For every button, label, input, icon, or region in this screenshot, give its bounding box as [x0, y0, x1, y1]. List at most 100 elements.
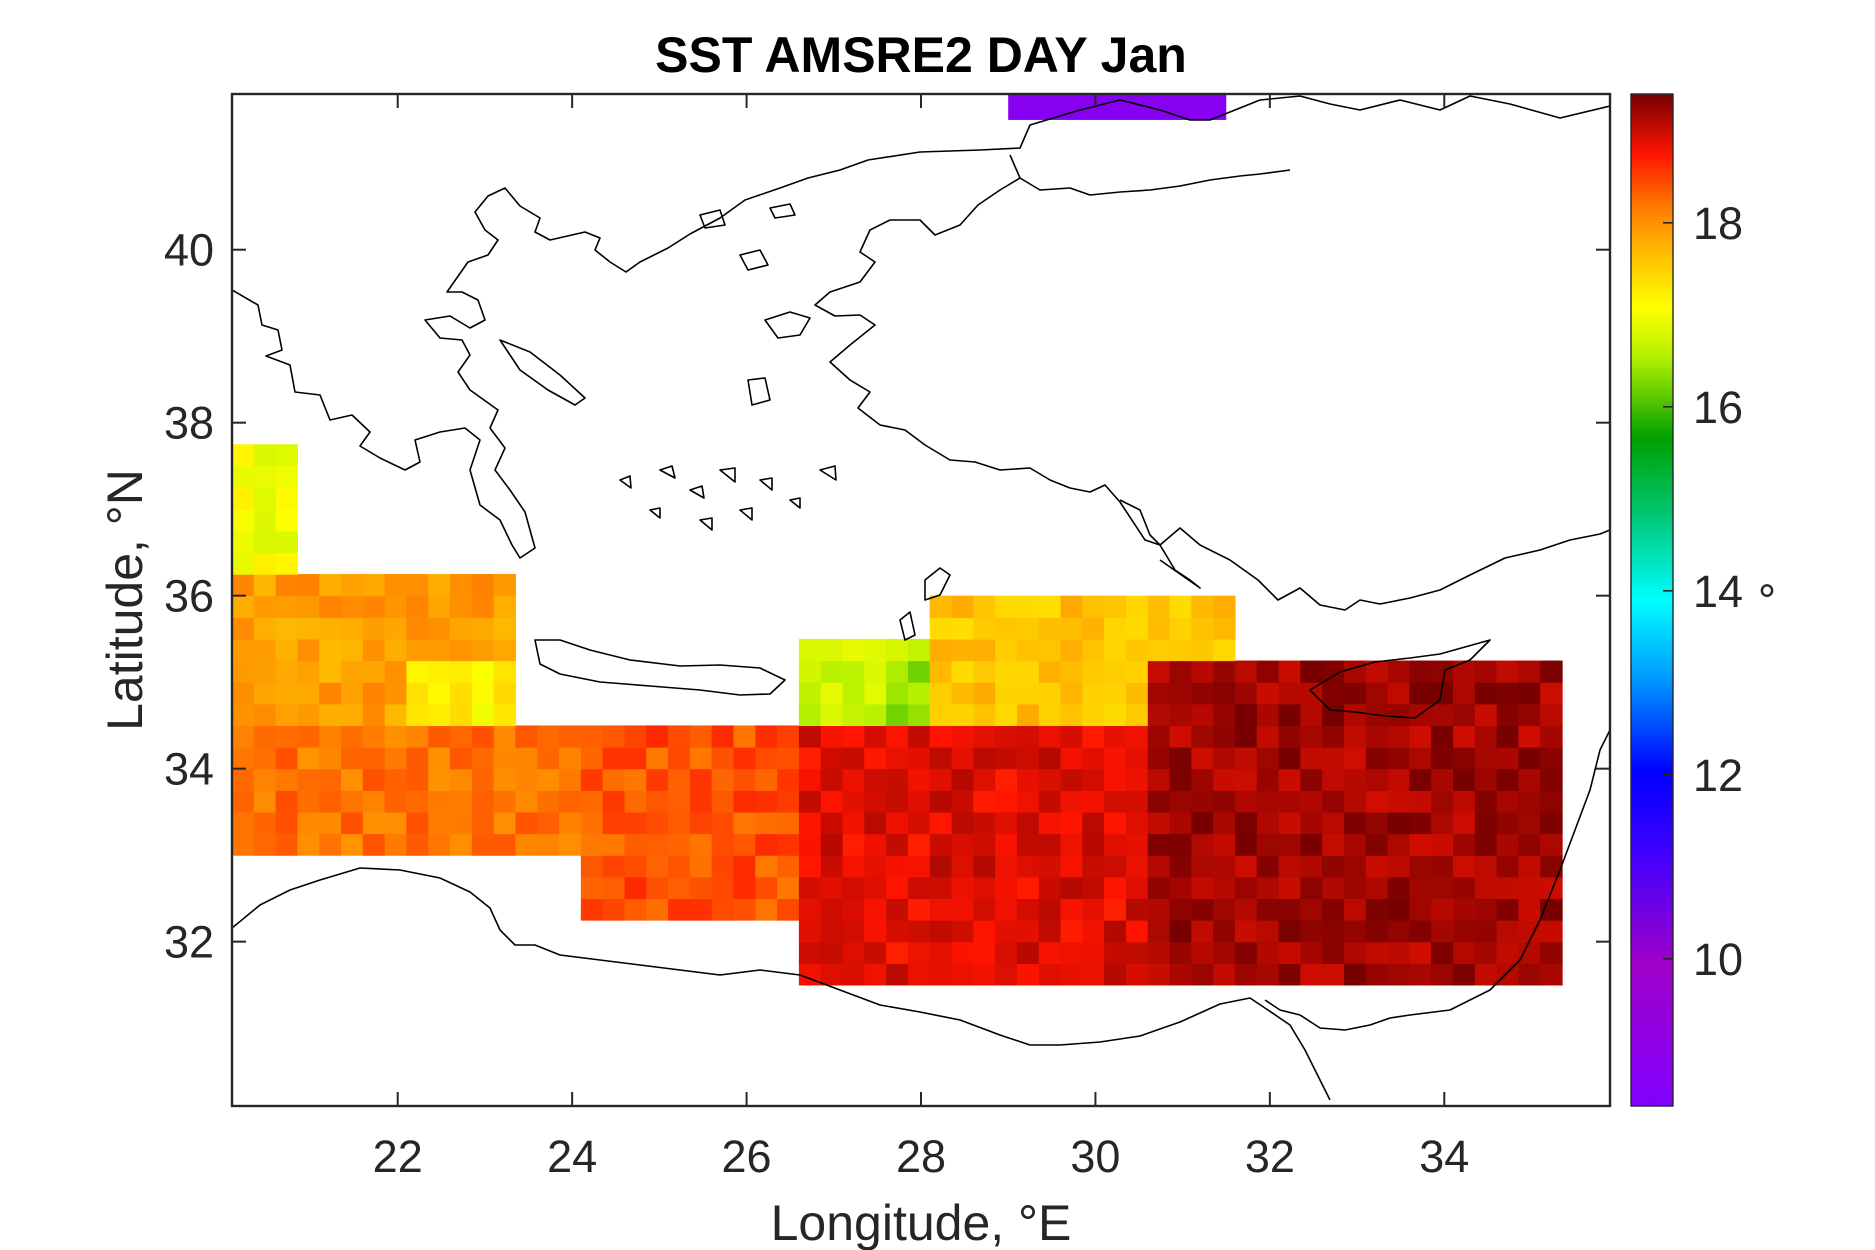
sst-cell [341, 790, 364, 813]
sst-cell [929, 768, 953, 791]
sst-cell [1082, 876, 1105, 900]
sst-cell [362, 682, 386, 705]
sst-cell [1038, 898, 1062, 921]
sst-cell [1234, 811, 1258, 835]
sst-cell [1474, 682, 1498, 705]
sst-cell [1278, 941, 1301, 964]
sst-cell [1125, 920, 1149, 943]
sst-cell [711, 855, 735, 878]
sst-cell [1082, 941, 1105, 964]
sst-cell [842, 811, 865, 835]
sst-cell [275, 660, 299, 683]
sst-cell [493, 574, 517, 597]
sst-cell [1322, 790, 1345, 813]
sst-cell [668, 833, 691, 856]
sst-cell [820, 682, 844, 705]
sst-cell [1453, 898, 1476, 921]
sst-cell [1169, 595, 1192, 618]
sst-cell [798, 833, 822, 856]
sst-cell [1322, 725, 1345, 748]
sst-cell [1540, 790, 1563, 813]
sst-cell [297, 574, 320, 597]
sst-cell [1169, 833, 1192, 856]
sst-cell [1038, 833, 1062, 856]
sst-cell [1104, 790, 1127, 813]
axis-ticks: 22 24 26 28 30 32 34 32 34 36 38 40 [164, 94, 1610, 1182]
sst-cell [1496, 725, 1520, 748]
sst-cell [842, 682, 865, 705]
sst-cell [1125, 595, 1149, 618]
sst-cell [798, 660, 822, 683]
sst-cell [711, 747, 735, 770]
sst-cell [1453, 876, 1476, 900]
sst-cell [1365, 855, 1389, 878]
sst-cell [1082, 898, 1105, 921]
sst-cell [1278, 790, 1301, 813]
sst-cell [1060, 898, 1083, 921]
sst-cell [1518, 833, 1541, 856]
sst-cell [297, 725, 320, 748]
sst-cell [1104, 703, 1127, 727]
sst-cell [929, 811, 953, 835]
sst-cell [995, 660, 1018, 683]
sst-cell [1213, 638, 1236, 662]
sst-cell [471, 682, 495, 705]
sst-cell [471, 768, 495, 791]
sst-cell [1343, 811, 1367, 835]
sst-cell [886, 898, 909, 921]
sst-cell [1060, 703, 1083, 727]
colorbar-unit-label: ° [1758, 575, 1776, 626]
sst-cell [1147, 768, 1171, 791]
sst-cell [1496, 703, 1520, 727]
sst-cell [1453, 790, 1476, 813]
sst-cell [1343, 855, 1367, 878]
sst-cell [1169, 855, 1192, 878]
sst-cell [1387, 963, 1410, 986]
sst-cell [1278, 898, 1301, 921]
sst-cell [1431, 963, 1454, 986]
x-tick-label: 28 [896, 1131, 946, 1182]
sst-cell [1518, 855, 1541, 878]
sst-grid-cells [232, 94, 1563, 986]
sst-cell [1474, 963, 1498, 986]
sst-cell [777, 876, 800, 900]
sst-cell [297, 682, 320, 705]
sst-cell [428, 725, 451, 748]
sst-cell [450, 660, 473, 683]
sst-cell [1213, 833, 1236, 856]
sst-cell [646, 747, 669, 770]
sst-cell [1191, 595, 1214, 618]
sst-cell [1300, 833, 1323, 856]
sst-cell [864, 920, 887, 943]
sst-cell [1518, 703, 1541, 727]
coastline-anatolia-west [814, 177, 1201, 589]
sst-cell [842, 768, 865, 791]
sst-cell [319, 682, 342, 705]
sst-cell [384, 725, 408, 748]
sst-cell [820, 638, 844, 662]
x-tick-label: 34 [1419, 1131, 1469, 1182]
sst-cell [275, 833, 299, 856]
sst-cell [1431, 703, 1454, 727]
sst-cell [253, 487, 277, 510]
island-crete [534, 639, 786, 696]
sst-cell [1038, 617, 1062, 640]
sst-cell [995, 682, 1018, 705]
chart-title: SST AMSRE2 DAY Jan [655, 27, 1187, 83]
sst-cell [362, 811, 386, 835]
sst-cell [450, 725, 473, 748]
sst-cell [1431, 898, 1454, 921]
sst-cell [493, 747, 517, 770]
sst-cell [428, 595, 451, 618]
x-tick-label: 24 [547, 1131, 597, 1182]
sst-cell [1300, 768, 1323, 791]
sst-cell [1082, 833, 1105, 856]
sst-cell [450, 768, 473, 791]
sst-cell [319, 595, 342, 618]
sst-cell [1125, 898, 1149, 921]
sst-cell [253, 638, 277, 662]
sst-cell [1191, 682, 1214, 705]
sst-cell [886, 963, 909, 986]
sst-cell [951, 617, 974, 640]
sst-cell [1169, 703, 1192, 727]
